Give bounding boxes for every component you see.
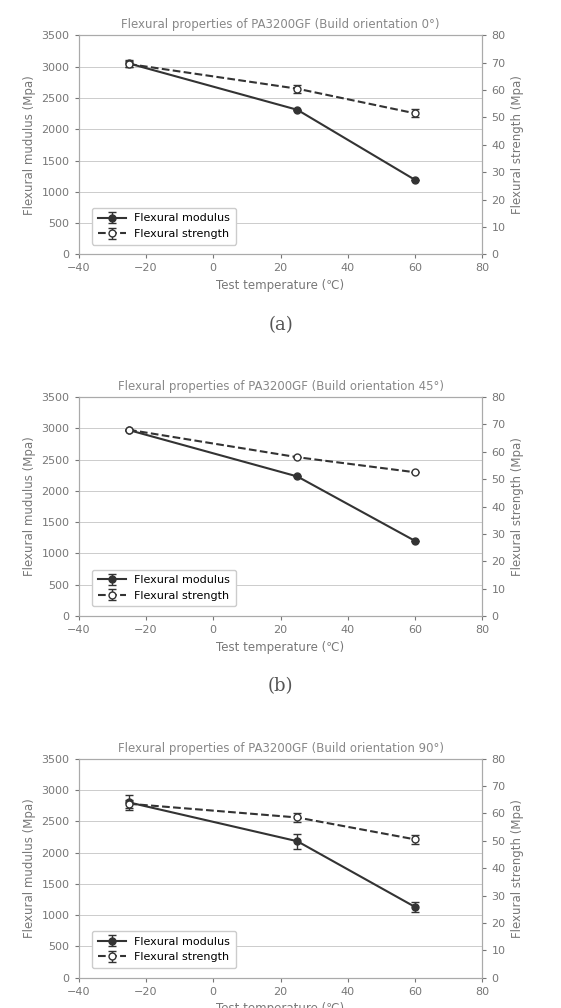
Title: Flexural properties of PA3200GF (Build orientation 0°): Flexural properties of PA3200GF (Build o…: [121, 18, 440, 31]
Legend: Flexural modulus, Flexural strength: Flexural modulus, Flexural strength: [92, 931, 236, 968]
Title: Flexural properties of PA3200GF (Build orientation 45°): Flexural properties of PA3200GF (Build o…: [117, 380, 444, 393]
X-axis label: Test temperature (℃): Test temperature (℃): [217, 1002, 344, 1008]
Y-axis label: Flexural mudulus (Mpa): Flexural mudulus (Mpa): [23, 798, 36, 938]
Legend: Flexural modulus, Flexural strength: Flexural modulus, Flexural strength: [92, 208, 236, 245]
Title: Flexural properties of PA3200GF (Build orientation 90°): Flexural properties of PA3200GF (Build o…: [117, 742, 444, 755]
Y-axis label: Flexural strength (Mpa): Flexural strength (Mpa): [511, 76, 524, 215]
Y-axis label: Flexural strength (Mpa): Flexural strength (Mpa): [511, 798, 524, 937]
Legend: Flexural modulus, Flexural strength: Flexural modulus, Flexural strength: [92, 570, 236, 606]
X-axis label: Test temperature (℃): Test temperature (℃): [217, 641, 344, 654]
X-axis label: Test temperature (℃): Test temperature (℃): [217, 279, 344, 292]
Y-axis label: Flexural strength (Mpa): Flexural strength (Mpa): [511, 437, 524, 576]
Text: (a): (a): [268, 316, 293, 334]
Text: (b): (b): [268, 677, 293, 696]
Y-axis label: Flexural mudulus (Mpa): Flexural mudulus (Mpa): [23, 75, 36, 215]
Y-axis label: Flexural mudulus (Mpa): Flexural mudulus (Mpa): [23, 436, 36, 577]
